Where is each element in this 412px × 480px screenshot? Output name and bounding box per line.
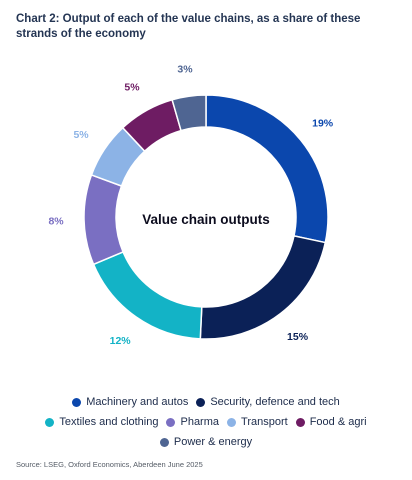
legend-swatch	[72, 397, 82, 407]
legend-item-security-defence-and-tech: Security, defence and tech	[196, 396, 340, 408]
donut-slice-security-defence-and-tech	[199, 234, 327, 340]
legend-item-food-agri: Food & agri	[295, 416, 367, 428]
legend-swatch	[196, 397, 206, 407]
data-label-transport: 5%	[73, 129, 89, 141]
donut-slice-power-energy	[171, 94, 207, 132]
donut-slice-textiles-and-clothing	[92, 250, 203, 340]
legend-row: Textiles and clothing Pharma Transport Food…	[0, 412, 412, 432]
legend-item-power-energy: Power & energy	[159, 436, 253, 448]
legend-swatch	[295, 417, 305, 427]
donut-svg: 19% 15% 12% 8% 5% 5% 3% Value chain outputs	[48, 63, 334, 347]
legend-item-pharma: Pharma	[166, 416, 219, 428]
data-label-food-agri: 5%	[124, 82, 140, 94]
legend-label: Machinery and autos	[86, 396, 189, 408]
data-label-pharma: 8%	[48, 216, 64, 228]
legend-item-transport: Transport	[227, 416, 288, 428]
legend-swatch	[166, 417, 176, 427]
legend-label: Transport	[241, 416, 288, 428]
data-label-machinery-and-autos: 19%	[312, 118, 334, 130]
legend-label: Pharma	[180, 416, 220, 428]
data-label-textiles-and-clothing: 12%	[110, 335, 132, 347]
data-label-power-energy: 3%	[177, 63, 193, 75]
legend-item-machinery-and-autos: Machinery and autos	[72, 396, 188, 408]
legend-label: Power & energy	[173, 436, 253, 448]
donut-slice-pharma	[83, 174, 125, 266]
legend-row: Machinery and autos Security, defence and…	[0, 392, 412, 412]
donut-chart: 19% 15% 12% 8% 5% 5% 3% Value chain outputs	[0, 52, 412, 382]
legend-swatch	[45, 417, 55, 427]
source-note: Source: LSEG, Oxford Economics, Aberdeen…	[16, 460, 203, 469]
legend-swatch	[159, 437, 169, 447]
center-label: Value chain outputs	[142, 212, 270, 227]
chart-title: Chart 2: Output of each of the value cha…	[16, 13, 361, 40]
legend-label: Food & agri	[309, 416, 367, 428]
legend-label: Textiles and clothing	[59, 416, 159, 428]
chart-legend: Machinery and autos Security, defence and…	[0, 392, 412, 452]
legend-label: Security, defence and tech	[210, 396, 340, 408]
legend-item-textiles-and-clothing: Textiles and clothing	[45, 416, 158, 428]
data-label-security-defence-and-tech: 15%	[287, 331, 309, 343]
legend-row: Power & energy	[0, 432, 412, 452]
legend-swatch	[227, 417, 237, 427]
